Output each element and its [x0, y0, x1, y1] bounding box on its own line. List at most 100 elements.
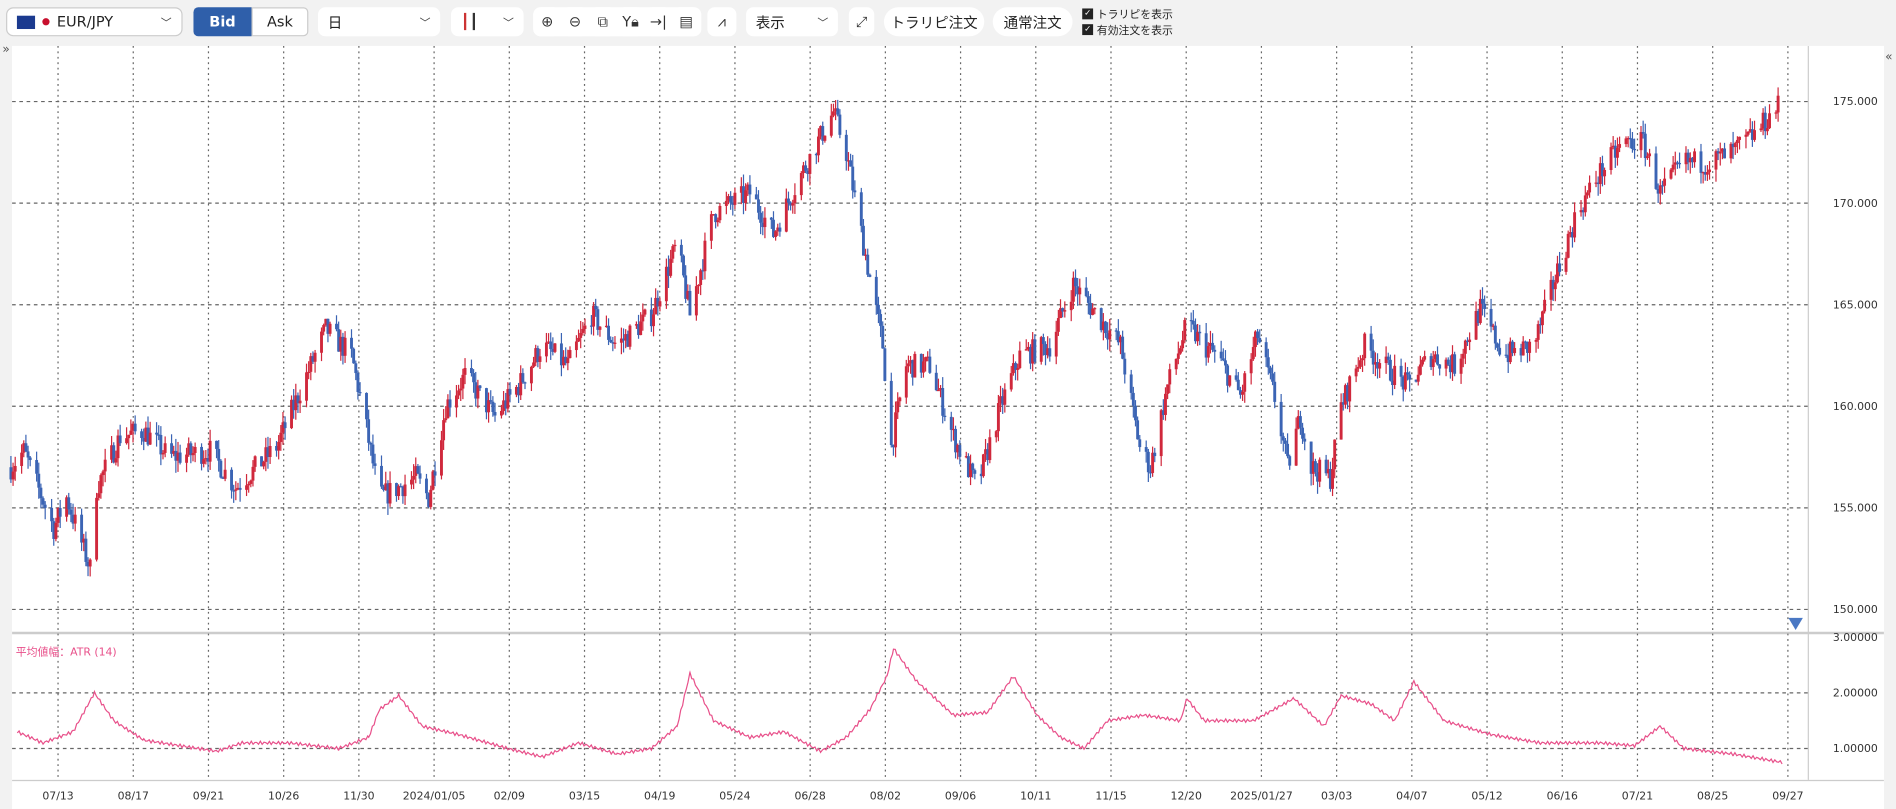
- atr-panel: [12, 634, 1808, 780]
- candle-body: [1108, 330, 1112, 340]
- candle-body: [594, 305, 598, 310]
- candle-body: [24, 443, 28, 452]
- candle-body: [596, 309, 600, 330]
- candle-body: [864, 254, 868, 256]
- candle-body: [1084, 287, 1088, 297]
- x-tick-label: 05/24: [719, 789, 750, 802]
- candle-body: [1478, 298, 1482, 324]
- candle-body: [1526, 341, 1529, 353]
- period-select[interactable]: 日 ﹀: [318, 7, 441, 37]
- candle-body: [564, 356, 568, 364]
- checkbox-checked-icon: ✓: [1082, 24, 1094, 36]
- candle-body: [851, 166, 855, 191]
- candle-body: [275, 445, 278, 451]
- candle-body: [538, 356, 542, 362]
- ask-button[interactable]: Ask: [251, 7, 309, 37]
- candle-body: [502, 400, 506, 411]
- candle-body: [307, 371, 311, 374]
- candle-body: [305, 372, 308, 401]
- candle-body: [234, 489, 238, 491]
- candle-body: [1236, 379, 1240, 391]
- candle-body: [966, 456, 970, 478]
- candle-body: [939, 388, 943, 390]
- candle-body: [936, 389, 940, 392]
- candle-body: [637, 324, 640, 336]
- normal-order-button[interactable]: 通常注文: [992, 7, 1073, 37]
- candle-body: [1498, 347, 1502, 355]
- candle-body: [1436, 354, 1439, 365]
- chevron-down-icon: ﹀: [160, 17, 172, 30]
- zoom-in-icon[interactable]: ⊕: [533, 7, 562, 37]
- candle-body: [1481, 298, 1484, 304]
- candle-body: [28, 457, 32, 461]
- candle-body: [71, 514, 75, 524]
- candle-body: [1149, 472, 1152, 474]
- candle-body: [774, 231, 778, 237]
- candle-body: [457, 390, 461, 396]
- candle-body: [185, 454, 189, 463]
- symbol-select[interactable]: EUR/JPY ﹀: [6, 7, 183, 37]
- x-tick-label: 06/16: [1547, 789, 1578, 802]
- candle-body: [37, 473, 41, 488]
- x-tick-label: 11/15: [1095, 789, 1126, 802]
- candle-body: [889, 380, 893, 446]
- trarip-order-button[interactable]: トラリピ注文: [883, 7, 985, 37]
- show-active-orders-checkbox[interactable]: ✓ 有効注文を表示: [1082, 22, 1173, 37]
- expand-left-icon[interactable]: »: [2, 43, 10, 57]
- candle-body: [1059, 308, 1062, 319]
- candle-body: [1268, 367, 1272, 374]
- candle-body: [1056, 318, 1060, 332]
- zoom-out-icon[interactable]: ⊖: [561, 7, 589, 37]
- expand-right-icon[interactable]: «: [1885, 50, 1893, 65]
- candle-body: [118, 435, 122, 444]
- candle-body: [684, 275, 688, 299]
- candle-body: [470, 368, 473, 374]
- candle-body: [1600, 163, 1604, 177]
- candle-body: [373, 463, 377, 466]
- candle-body: [981, 454, 985, 477]
- atr-tick-label: 3.00000: [1833, 631, 1878, 644]
- candle-body: [834, 108, 838, 112]
- candle-body: [701, 270, 705, 272]
- candle-body: [1714, 151, 1718, 170]
- candle-body: [1558, 263, 1562, 272]
- candle-body: [142, 437, 146, 442]
- display-select[interactable]: 表示 ﹀: [746, 7, 838, 37]
- candle-body: [898, 397, 902, 402]
- candle-body: [86, 561, 90, 567]
- candle-body: [1384, 356, 1388, 364]
- candle-body: [1523, 341, 1527, 343]
- candle-body: [986, 449, 990, 461]
- candle-body: [874, 276, 878, 305]
- document-icon[interactable]: ▤: [672, 7, 701, 37]
- candle-body: [656, 297, 660, 307]
- candle-body: [1753, 130, 1756, 140]
- candle-body: [73, 514, 77, 524]
- candle-body: [489, 400, 493, 402]
- fit-icon[interactable]: ⧉: [588, 7, 617, 37]
- y-lock-icon[interactable]: Y🔒︎: [616, 7, 645, 37]
- candle-body: [219, 460, 223, 478]
- candle-body: [1311, 461, 1315, 474]
- jump-end-icon[interactable]: →|: [644, 7, 673, 37]
- candle-body: [39, 487, 43, 499]
- y-tick-label: 160.000: [1833, 400, 1878, 413]
- candle-body: [1316, 472, 1320, 482]
- candle-body: [649, 309, 653, 327]
- candle-body: [979, 473, 983, 477]
- candle-body: [215, 440, 219, 449]
- bid-button[interactable]: Bid: [193, 7, 252, 37]
- candle-body: [41, 498, 45, 505]
- candle-body: [43, 504, 47, 508]
- fullscreen-icon[interactable]: ⤢: [848, 7, 875, 37]
- show-trarip-checkbox[interactable]: ✓ トラリピを表示: [1082, 6, 1173, 22]
- candle-body: [1511, 341, 1514, 354]
- candle-body: [1281, 436, 1285, 441]
- candle-body: [440, 440, 443, 476]
- candle-body: [956, 445, 960, 453]
- x-tick-label: 09/27: [1772, 789, 1803, 802]
- chart-type-select[interactable]: ┃┃ ﹀: [451, 7, 524, 37]
- candle-body: [208, 440, 212, 462]
- indicator-add-icon[interactable]: ⩘: [707, 7, 737, 37]
- candle-body: [1326, 468, 1330, 474]
